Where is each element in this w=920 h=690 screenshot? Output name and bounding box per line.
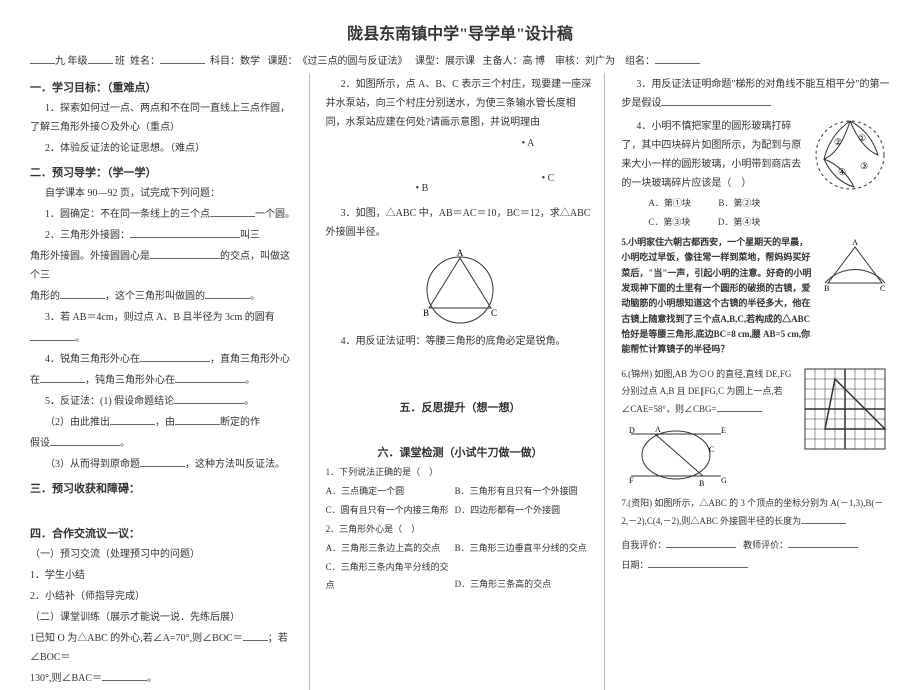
- svg-text:E: E: [721, 426, 726, 435]
- c2-p1: 2．如图所示，点 A、B、C 表示三个村庄，现要建一座深井水泵站，向三个村庄分别…: [326, 75, 595, 132]
- c3-p2-opts1: A．第①块B．第②块: [621, 195, 804, 212]
- c3-p4: 6.(锦州) 如图,AB 为⊙O 的直径,直线 DE,FG 分别过点 A,B 且…: [621, 366, 794, 418]
- c3-p2-opts2: C．第③块D．第④块: [621, 214, 804, 231]
- meta-row: 九 年级 班 姓名： 科目：数学 课题：《过三点的圆与反证法》 课型：展示课 主…: [30, 52, 890, 67]
- svg-text:C: C: [709, 445, 714, 454]
- grid-figure: [800, 364, 890, 454]
- svg-text:C: C: [880, 284, 885, 293]
- q3: 3．若 AB＝4cm，则过点 A、B 且半径为 3cm 的圆有: [30, 308, 299, 327]
- t-q1-opts1: A．三点确定一个圆B．三角形有且只有一个外接圆: [326, 483, 595, 500]
- coop-q1b: 130°,则∠BAC＝。: [30, 669, 299, 688]
- svg-text:B: B: [699, 479, 704, 488]
- c3-p5: 7.(资阳) 如图所示，△ABC 的 3 个顶点的坐标分别为 A(－1,3),B…: [621, 495, 890, 530]
- c3-p1: 3．用反证法证明命题"梯形的对角线不能互相平分"的第一步是假设: [621, 75, 890, 113]
- c3-p3: 5.小明家住六朝古都西安，一个星期天的早晨，小明吃过早饭，像往常一样到菜地，帮妈…: [621, 235, 814, 357]
- c2-p2: 3．如图，△ABC 中，AB＝AC＝10，BC＝12，求△ABC外接圆半径。: [326, 204, 595, 242]
- columns: 一．学习目标：（重难点） 1．探索如何过一点、两点和不在同一直线上三点作圆，了解…: [30, 73, 890, 690]
- column-2: 2．如图所示，点 A、B、C 表示三个村庄，现要建一座深井水泵站，向三个村庄分别…: [326, 73, 606, 690]
- t-q1: 1．下列说法正确的是（ ）: [326, 464, 595, 481]
- t-q2: 2．三角形外心是（ ）: [326, 521, 595, 538]
- c2-p3: 4．用反证法证明：等腰三角形的底角必定是锐角。: [326, 332, 595, 351]
- broken-glass-figure: ① ② ③ ④: [810, 115, 890, 193]
- mirror-figure: A B C: [820, 233, 890, 293]
- triangle-in-circle-figure: A B C: [405, 246, 515, 326]
- q5-2b: 假设。: [30, 434, 299, 453]
- c3-p2: 4．小明不慎把家里的圆形玻璃打碎了，其中四块碎片如图所示，为配到与原来大小一样的…: [621, 117, 804, 193]
- svg-text:C: C: [491, 308, 497, 318]
- coop-q1: 1已知 O 为△ABC 的外心,若∠A=70°,则∠BOC＝；若∠BOC＝: [30, 629, 299, 667]
- t-q1-opts2: C．圆有且只有一个内接三角形D．四边形都有一个外接圆: [326, 502, 595, 519]
- h-preview: 二．预习导学：（学一学）: [30, 164, 299, 180]
- circle-lines-figure: D A E C F B G: [621, 420, 741, 490]
- q1: 1．圆确定：不在同一条线上的三个点一个圆。: [30, 205, 299, 224]
- dot-b: • B: [416, 183, 429, 194]
- svg-text:③: ③: [860, 161, 868, 171]
- q5-3: （3）从而得到原命题，这种方法叫反证法。: [30, 455, 299, 474]
- svg-text:②: ②: [834, 137, 842, 147]
- svg-text:①: ①: [858, 133, 866, 143]
- t-q2-opts1: A．三角形三条边上高的交点B．三角形三边垂直平分线的交点: [326, 540, 595, 557]
- coop-2: （二）课堂训练（展示才能说一说．先练后展）: [30, 608, 299, 627]
- q4-line1: 4．锐角三角形外心在，直角三角形外心: [30, 350, 299, 369]
- h-reflect: 五．反思提升（想一想）: [326, 399, 595, 415]
- footer-date: 日期：: [621, 556, 890, 574]
- p-self-study: 自学课本 90—92 页，试完成下列问题：: [30, 184, 299, 203]
- h-coop: 四．合作交流议一议：: [30, 525, 299, 541]
- footer-eval: 自我评价： 教师评价：: [621, 536, 890, 554]
- svg-text:A: A: [655, 425, 661, 434]
- svg-text:④: ④: [838, 167, 846, 177]
- svg-text:F: F: [629, 476, 634, 485]
- coop-1: （一）预习交流（处理预习中的问题）: [30, 545, 299, 564]
- coop-1a: 1．学生小结: [30, 566, 299, 585]
- svg-text:B: B: [423, 308, 429, 318]
- goal-1: 1．探索如何过一点、两点和不在同一直线上三点作圆，了解三角形外接⊙及外心（重点）: [30, 99, 299, 137]
- q2-line3: 角形的，这个三角形叫做圆的。: [30, 287, 299, 306]
- t-q2-opts2: C．三角形三条内角平分线的交点D．三角形三条高的交点: [326, 559, 595, 593]
- q2-line2: 角形外接圆。外接圆圆心是的交点，叫做这个三: [30, 247, 299, 285]
- svg-text:A: A: [457, 248, 464, 258]
- q2-line1: 2．三角形外接圆：叫三: [30, 226, 299, 245]
- h-test: 六．课堂检测（小试牛刀做一做）: [326, 444, 595, 460]
- svg-text:D: D: [629, 426, 635, 435]
- q5-1: 5．反证法：(1) 假设命题结论。: [30, 392, 299, 411]
- dot-a: • A: [522, 138, 535, 149]
- page-title: 陇县东南镇中学"导学单"设计稿: [30, 20, 890, 44]
- goal-2: 2．体验反证法的论证思想。（难点）: [30, 139, 299, 158]
- coop-1b: 2．小结补（师指导完成）: [30, 587, 299, 606]
- h-harvest: 三．预习收获和障碍：: [30, 480, 299, 496]
- svg-text:G: G: [721, 476, 727, 485]
- svg-text:B: B: [824, 284, 829, 293]
- column-1: 一．学习目标：（重难点） 1．探索如何过一点、两点和不在同一直线上三点作圆，了解…: [30, 73, 310, 690]
- column-3: 3．用反证法证明命题"梯形的对角线不能互相平分"的第一步是假设 4．小明不慎把家…: [621, 73, 890, 690]
- q3b: 。: [30, 329, 299, 348]
- q4-line2: 在，钝角三角形外心在。: [30, 371, 299, 390]
- h-goals: 一．学习目标：（重难点）: [30, 79, 299, 95]
- dot-c: • C: [542, 173, 555, 184]
- q5-2: （2）由此推出，由断定的作: [30, 413, 299, 432]
- svg-text:A: A: [852, 238, 858, 247]
